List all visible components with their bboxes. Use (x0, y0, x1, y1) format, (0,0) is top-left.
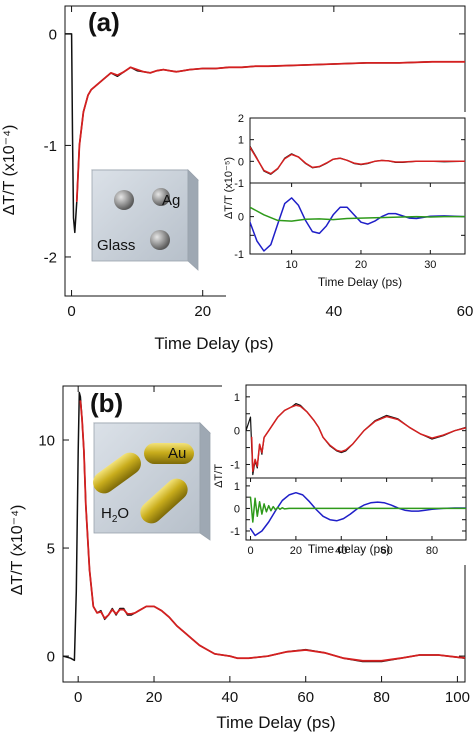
y-tick-label: 0 (47, 648, 55, 665)
glass-substrate (91, 169, 189, 262)
ag-nanoparticle (152, 188, 170, 206)
panel-b-inset-ylabel: ΔT/T (213, 464, 225, 488)
panel-b-ylabel: ΔT/T (x10⁻⁴) (9, 505, 26, 596)
y-tick-label: -1 (44, 138, 57, 155)
series-line-fast (250, 206, 465, 222)
panel-a-xlabel: Time Delay (ps) (154, 334, 273, 353)
ag-label: Ag (162, 192, 180, 209)
panel-b-inset-bottom-plot (249, 491, 466, 537)
y-tick-label: -2 (44, 249, 57, 266)
y-tick-label: -1 (230, 459, 240, 471)
panel-b-inset-bottom-axes: 0 20 40 60 80 1 0 -1 (230, 477, 467, 557)
x-tick-label: 80 (426, 545, 438, 557)
y-tick-label: 0 (238, 212, 244, 224)
y-tick-label: 1 (238, 135, 244, 147)
y-tick-label: 1 (234, 392, 240, 404)
series-line-fit (75, 60, 465, 203)
x-tick-label: 20 (290, 545, 302, 557)
series-line-slow (250, 197, 465, 252)
x-tick-label: 60 (457, 303, 474, 320)
x-tick-label: 40 (326, 303, 343, 320)
y-tick-label: 0 (238, 156, 244, 168)
panel-a-label: (a) (88, 7, 120, 37)
x-tick-label: 60 (297, 689, 314, 706)
y-tick-label: 1 (234, 481, 240, 493)
y-tick-label: 0 (234, 503, 240, 515)
panel-b-inset-xlabel: Time delay (ps) (308, 542, 390, 556)
panel-b-inset: 1 0 -1 0 20 40 60 80 1 0 -1 ΔT/T Time delay (ps) (213, 380, 472, 565)
au-nanorod (140, 478, 188, 524)
panel-a: 0 20 40 600-1-2 (a) Time Delay (ps) ΔT/T (x… (1, 5, 474, 353)
x-tick-label: 20 (146, 689, 163, 706)
panel-a-inset-background (226, 112, 470, 298)
panel-b-inset-top-plot (246, 403, 466, 476)
x-tick-label: 30 (424, 259, 436, 271)
panel-b-label: (b) (90, 388, 123, 418)
ag-nanoparticle (150, 230, 170, 250)
au-nanorod (93, 452, 141, 494)
panel-a-inset-bottom-axes: 10 20 30 0 -1 (234, 182, 466, 271)
series-line-fit (250, 146, 465, 175)
y-tick-label: 2 (238, 113, 244, 125)
glass-label: Glass (97, 237, 135, 254)
series-line-fast (249, 496, 466, 523)
x-tick-label: 40 (335, 545, 347, 557)
x-tick-label: 20 (194, 303, 211, 320)
ag-on-glass-illustration: Ag Glass (91, 169, 199, 271)
plot-frame (249, 182, 466, 255)
y-tick-label: -1 (230, 526, 240, 538)
panel-a-inset: 210-1 10 20 300-1 ΔT/T (x10⁻⁵) Time Delay … (223, 112, 470, 298)
panel-a-inset-top-plot (250, 145, 465, 175)
water-label: H2O (101, 505, 129, 525)
glass-side-face (187, 169, 199, 271)
series-line-fit (250, 404, 466, 472)
x-tick-label: 0 (67, 303, 75, 320)
x-tick-label: 40 (222, 689, 239, 706)
y-tick-label: 10 (38, 432, 55, 449)
panel-a-inset-bottom-plot (250, 197, 465, 252)
x-tick-label: 0 (74, 689, 82, 706)
series-line-slow (249, 491, 466, 537)
panel-a-inset-ylabel: ΔT/T (x10⁻⁵) (223, 157, 235, 219)
y-tick-label: -1 (234, 249, 244, 261)
x-tick-label: 80 (373, 689, 390, 706)
panel-a-main-plot (65, 33, 465, 234)
series-line-fit (79, 400, 465, 662)
x-tick-label: 0 (247, 545, 253, 557)
panel-a-inset-xlabel: Time Delay (ps) (318, 275, 402, 289)
au-in-water-illustration: Au H2O (93, 422, 211, 541)
x-tick-label: 100 (445, 689, 470, 706)
y-tick-label: 0 (234, 426, 240, 438)
y-tick-label: 0 (49, 26, 57, 43)
au-nanorod (144, 443, 194, 464)
panel-b-inset-background (222, 380, 472, 565)
ag-nanoparticle (114, 190, 134, 210)
x-tick-label: 20 (355, 259, 367, 271)
y-tick-label: 5 (47, 540, 55, 557)
panel-b-xlabel: Time Delay (ps) (216, 713, 335, 732)
panel-a-ylabel: ΔT/T (x10⁻⁴) (1, 125, 18, 216)
water-side-face (199, 422, 211, 541)
panel-b-main-plot (63, 391, 465, 663)
au-label: Au (168, 445, 186, 462)
x-tick-label: 10 (285, 259, 297, 271)
x-tick-label: 60 (380, 545, 392, 557)
y-tick-label: -1 (234, 178, 244, 190)
